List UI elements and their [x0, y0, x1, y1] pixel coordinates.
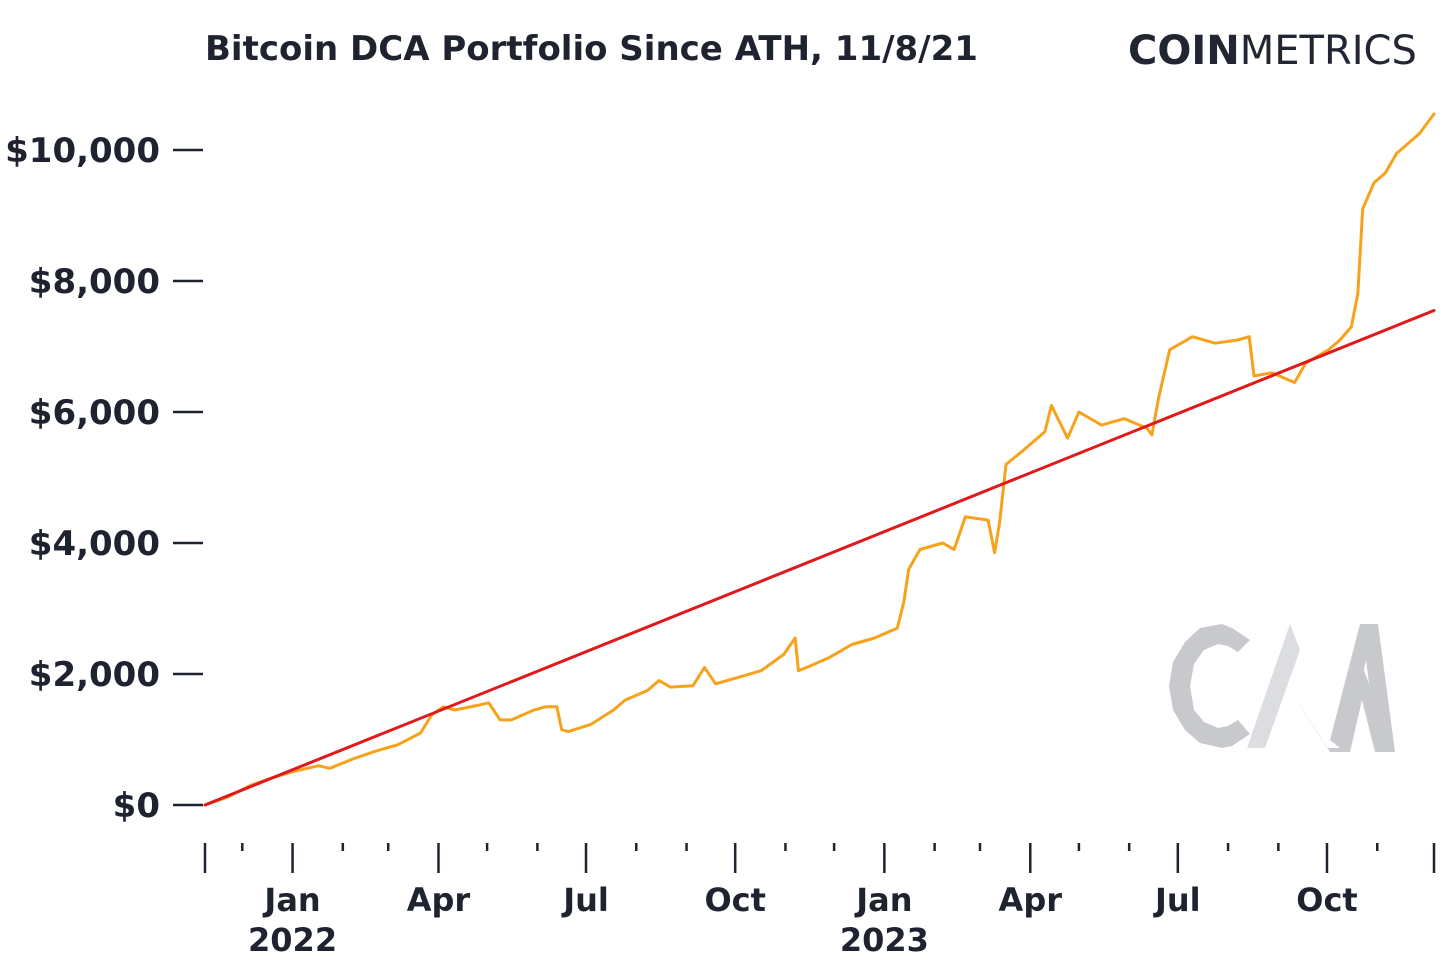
- watermark-c-shape: [1169, 624, 1250, 748]
- y-tick-label: $10,000: [5, 131, 160, 171]
- watermark-cm-logo: [1169, 624, 1395, 752]
- y-tick-label: $8,000: [29, 262, 160, 302]
- x-tick-label: Oct: [704, 881, 765, 919]
- x-tick-label: Jan: [262, 881, 320, 919]
- watermark-m-peak: [1330, 624, 1395, 752]
- watermark-m-right: [1290, 660, 1395, 752]
- invested-amount-line: [203, 309, 1436, 807]
- x-year-label: 2022: [248, 921, 337, 959]
- y-axis: $0 $2,000 $4,000 $6,000 $8,000 $10,000: [5, 131, 203, 826]
- chart-title: Bitcoin DCA Portfolio Since ATH, 11/8/21: [205, 29, 978, 69]
- series-layer: [203, 112, 1436, 807]
- y-tick-label: $6,000: [29, 393, 160, 433]
- y-tick-label: $4,000: [29, 524, 160, 564]
- watermark-m-left: [1247, 624, 1300, 748]
- x-tick-label: Apr: [407, 881, 471, 919]
- x-tick-label: Apr: [999, 881, 1063, 919]
- portfolio-value-line: [203, 112, 1436, 807]
- y-tick-label: $2,000: [29, 655, 160, 695]
- x-tick-label: Jul: [1153, 881, 1201, 919]
- brand-wordmark: COINMETRICS: [1128, 28, 1417, 74]
- x-year-label: 2023: [840, 921, 929, 959]
- x-tick-label: Jan: [854, 881, 912, 919]
- y-tick-label: $0: [113, 786, 160, 826]
- x-tick-label: Jul: [561, 881, 609, 919]
- brand-bold-text: COIN: [1128, 28, 1240, 74]
- brand-light-text: METRICS: [1240, 28, 1417, 74]
- brand-logo: COINMETRICS: [1128, 28, 1417, 74]
- x-tick-label: Oct: [1296, 881, 1357, 919]
